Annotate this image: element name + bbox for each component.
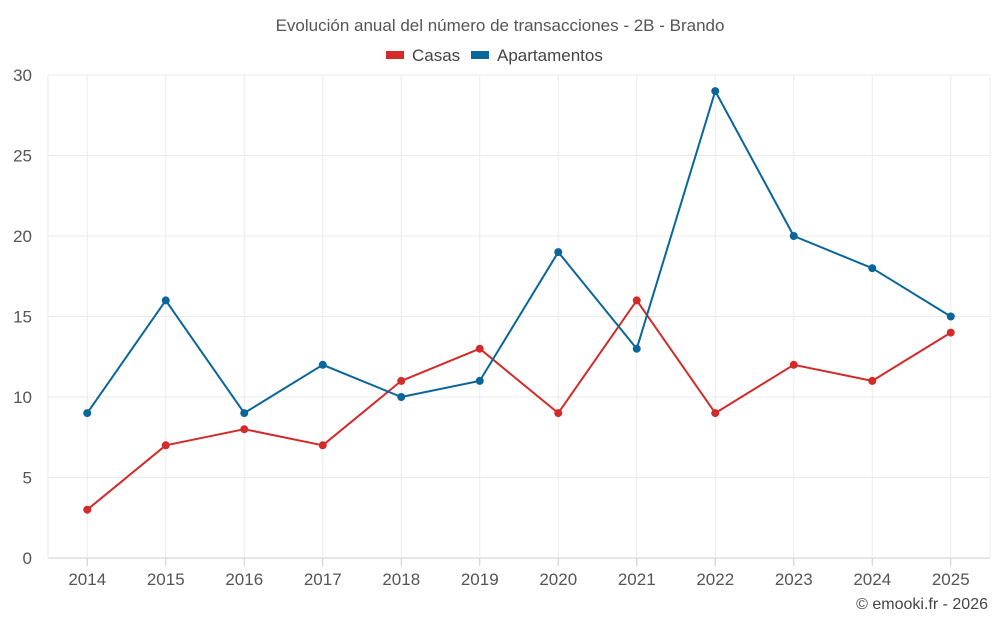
- x-tick-label: 2017: [304, 570, 342, 589]
- y-tick-label: 15: [13, 308, 32, 327]
- y-tick-label: 5: [23, 469, 32, 488]
- data-point-casas[interactable]: [554, 409, 563, 418]
- y-tick-label: 30: [13, 66, 32, 85]
- data-point-casas[interactable]: [161, 441, 170, 450]
- x-tick-label: 2024: [853, 570, 891, 589]
- legend-swatch-apartamentos: [471, 51, 489, 59]
- data-point-apartamentos[interactable]: [83, 409, 92, 418]
- chart-title: Evolución anual del número de transaccio…: [276, 16, 725, 35]
- series-apartamentos: [83, 87, 955, 418]
- credit-text: © emooki.fr - 2026: [856, 596, 988, 613]
- x-tick-label: 2015: [147, 570, 185, 589]
- series-line-casas: [86, 299, 952, 511]
- legend-label-casas: Casas: [412, 46, 460, 65]
- legend: Casas Apartamentos: [386, 46, 603, 65]
- legend-swatch-casas: [386, 51, 404, 59]
- data-point-apartamentos[interactable]: [868, 264, 877, 273]
- data-point-casas[interactable]: [83, 505, 92, 514]
- x-tick-label: 2022: [696, 570, 734, 589]
- data-point-apartamentos[interactable]: [554, 248, 563, 257]
- x-tick-label: 2023: [775, 570, 813, 589]
- data-point-casas[interactable]: [240, 425, 249, 434]
- data-point-apartamentos[interactable]: [318, 360, 327, 369]
- series-casas: [83, 296, 955, 514]
- data-point-casas[interactable]: [946, 328, 955, 337]
- data-point-apartamentos[interactable]: [397, 393, 406, 401]
- x-tick-label: 2021: [618, 570, 656, 589]
- x-tick-label: 2014: [68, 570, 106, 589]
- x-tick-label: 2025: [932, 570, 970, 589]
- legend-item-casas[interactable]: Casas: [386, 46, 460, 65]
- y-tick-label: 20: [13, 227, 32, 246]
- data-point-apartamentos[interactable]: [240, 409, 249, 418]
- data-point-casas[interactable]: [318, 441, 327, 450]
- x-tick-label: 2019: [461, 570, 499, 589]
- data-point-casas[interactable]: [711, 409, 720, 418]
- grid: [47, 74, 991, 566]
- series-line-apartamentos: [86, 90, 952, 415]
- y-tick-label: 25: [13, 147, 32, 166]
- data-point-casas[interactable]: [789, 360, 798, 369]
- x-tick-label: 2020: [539, 570, 577, 589]
- legend-item-apartamentos[interactable]: Apartamentos: [471, 46, 603, 65]
- y-tick-label: 10: [13, 388, 32, 407]
- y-tick-label: 0: [23, 549, 32, 568]
- x-axis-ticks: 2014 2015 2016 2017 2018 2019 2020 2021 2022 2023…: [68, 570, 969, 589]
- data-point-apartamentos[interactable]: [632, 344, 641, 353]
- x-tick-label: 2018: [382, 570, 420, 589]
- data-point-casas[interactable]: [397, 376, 406, 385]
- data-point-casas[interactable]: [868, 376, 877, 385]
- data-point-casas[interactable]: [475, 344, 484, 353]
- series: [83, 87, 955, 514]
- data-point-apartamentos[interactable]: [946, 312, 955, 321]
- legend-label-apartamentos: Apartamentos: [497, 46, 603, 65]
- data-point-apartamentos[interactable]: [475, 376, 484, 385]
- data-point-apartamentos[interactable]: [161, 296, 170, 305]
- data-point-casas[interactable]: [632, 296, 641, 305]
- y-axis-ticks: 0 5 10 15 20 25 30: [13, 66, 32, 568]
- data-point-apartamentos[interactable]: [711, 87, 720, 96]
- x-tick-label: 2016: [225, 570, 263, 589]
- data-point-apartamentos[interactable]: [789, 232, 798, 240]
